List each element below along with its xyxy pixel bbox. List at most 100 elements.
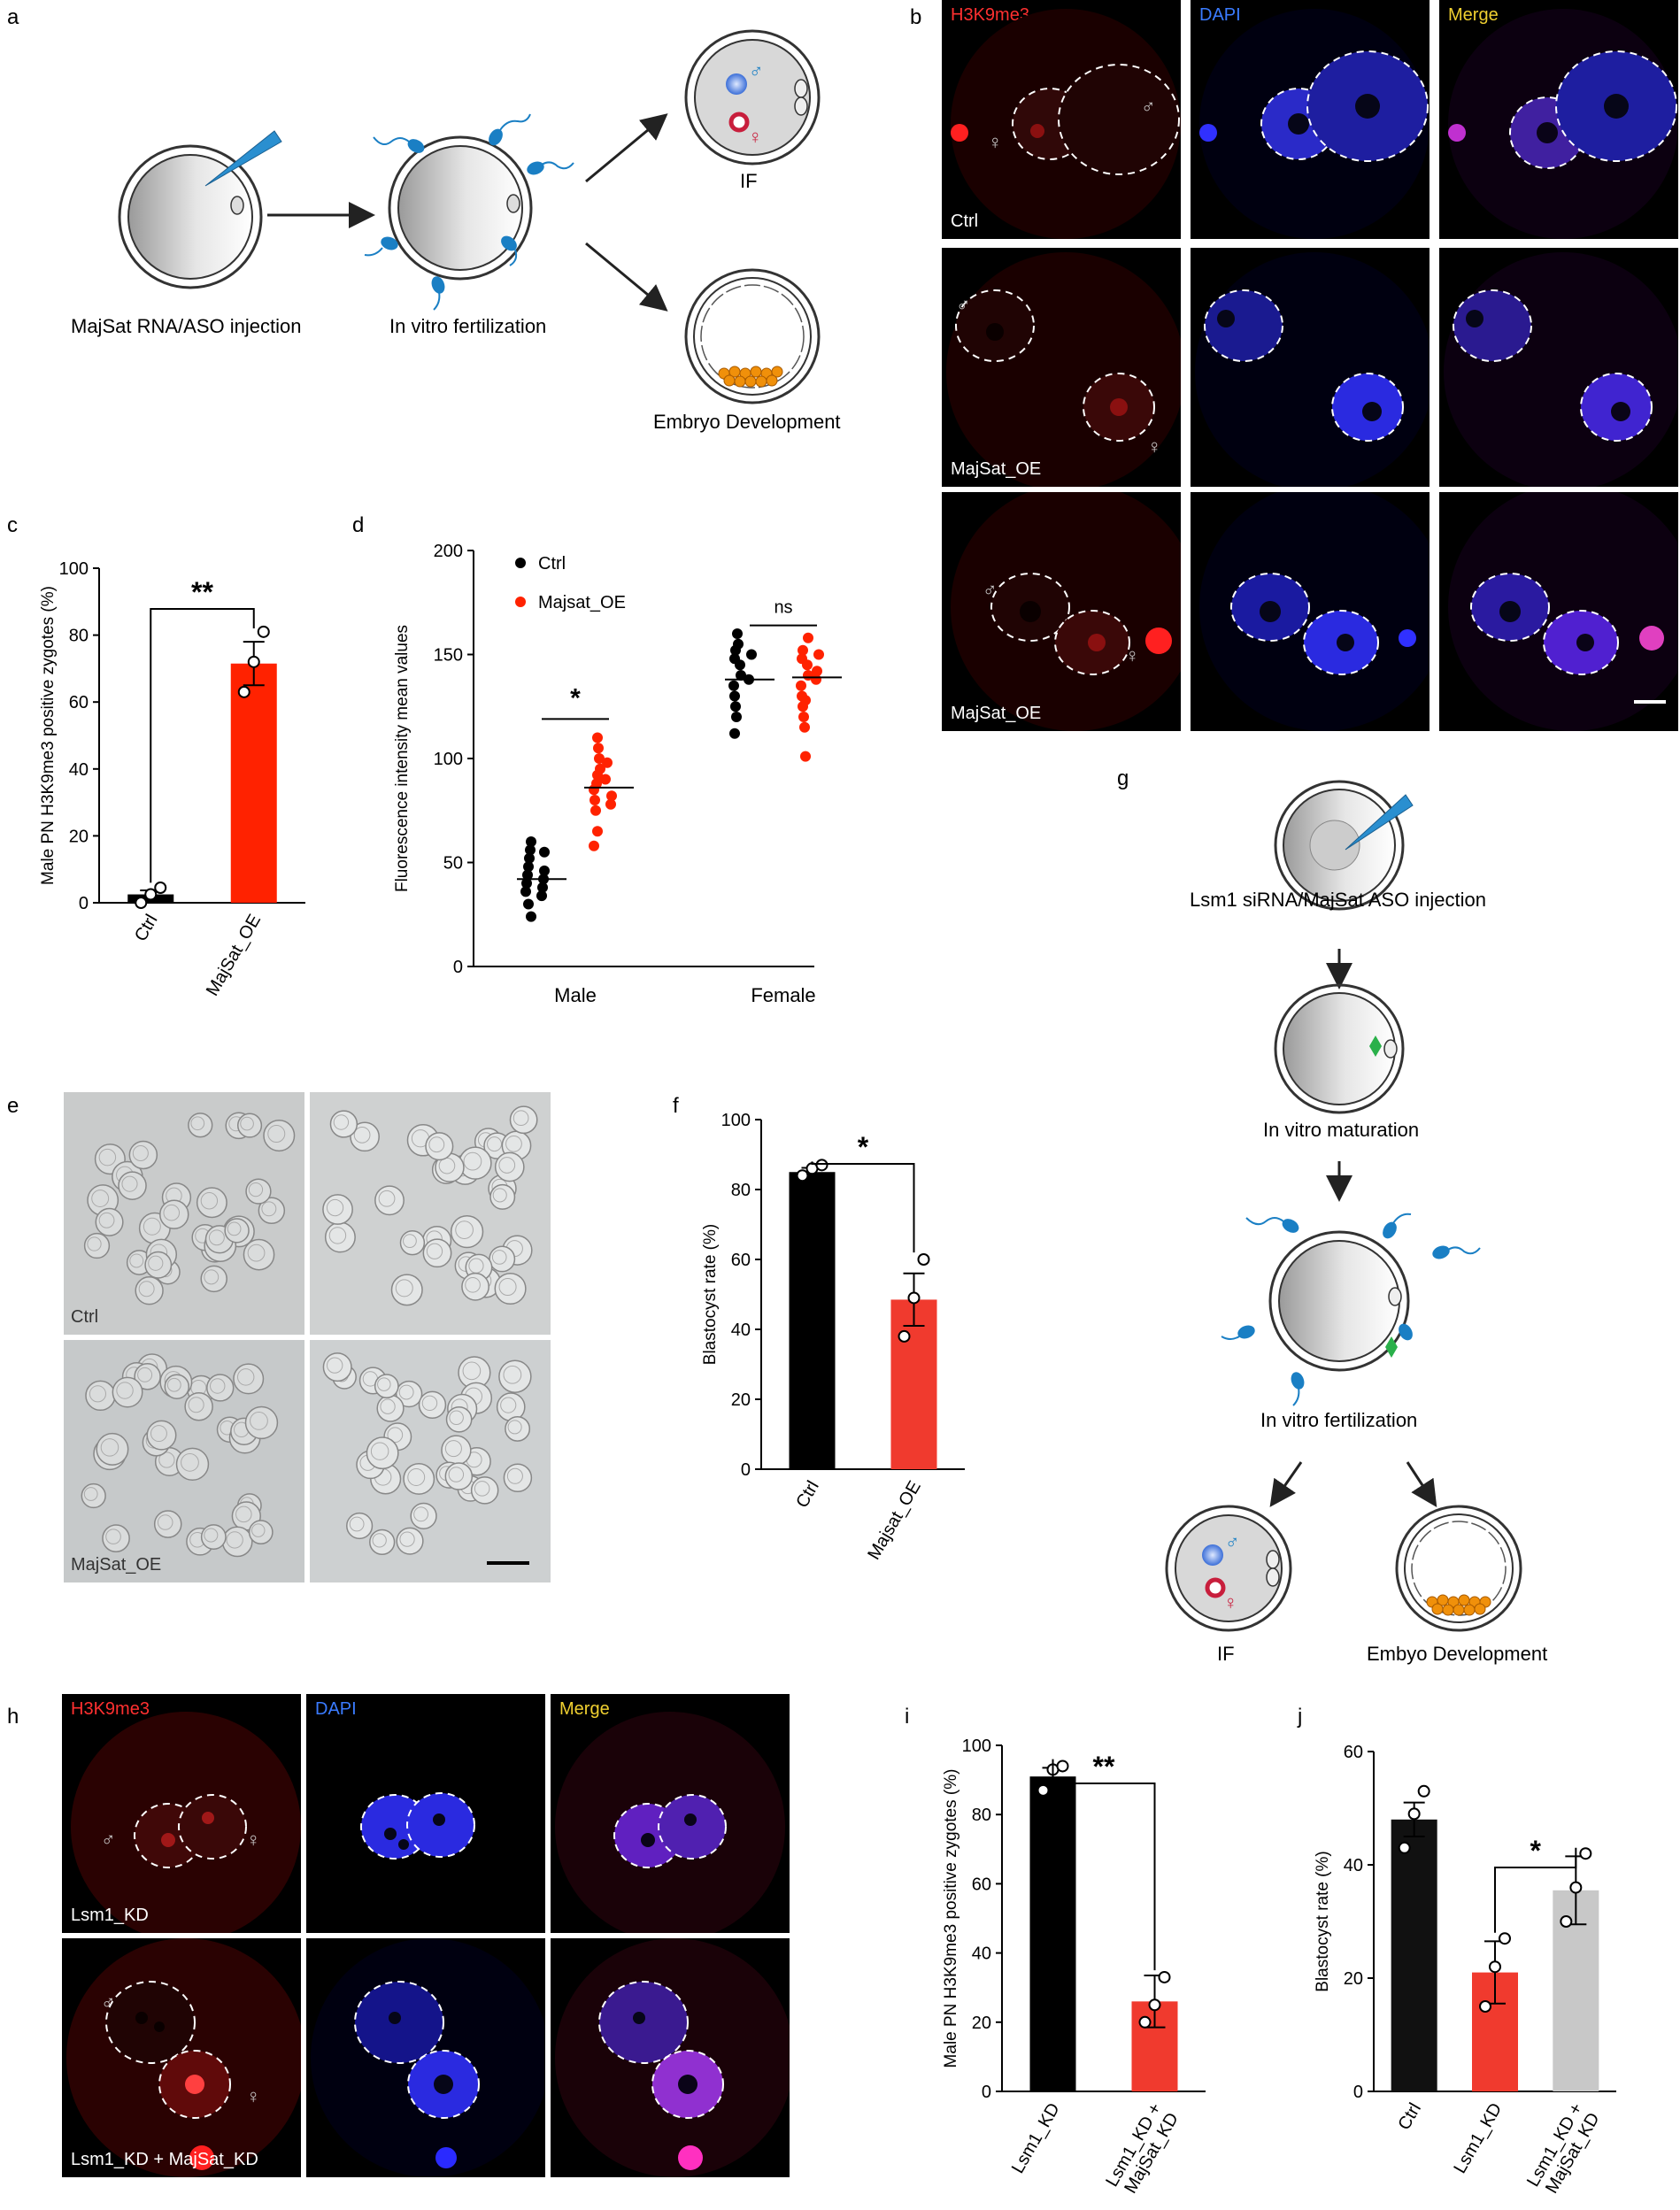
data-point <box>592 769 603 781</box>
data-point <box>589 784 599 796</box>
embryo <box>96 1432 129 1466</box>
h-r1-dapi: DAPI <box>306 1694 545 1933</box>
data-point <box>799 721 810 733</box>
channel-label: H3K9me3 <box>71 1699 150 1719</box>
embryo <box>244 1405 279 1440</box>
embryo-detail <box>498 1277 517 1297</box>
embryo-detail <box>426 1243 443 1259</box>
embryo-detail <box>503 1365 522 1384</box>
bar <box>1029 1776 1076 2091</box>
y-tick-label: 0 <box>79 894 89 913</box>
embryo-detail <box>380 1398 396 1414</box>
y-tick-label: 0 <box>453 958 463 977</box>
panel-label-g: g <box>1117 766 1129 790</box>
data-point <box>537 882 548 893</box>
embryo-detail <box>465 1276 481 1293</box>
embryo-detail <box>132 1144 149 1162</box>
x-tick-label: Ctrl <box>131 912 162 945</box>
embryo <box>425 1132 454 1161</box>
embryo-detail <box>235 1505 252 1523</box>
data-point <box>589 840 599 851</box>
embryo-detail <box>463 1151 482 1171</box>
embryo <box>399 1229 426 1256</box>
data-point <box>800 751 811 762</box>
embryo <box>503 1463 533 1493</box>
embryo-detail <box>98 1148 117 1167</box>
bar <box>230 663 277 903</box>
data-point <box>536 890 547 902</box>
b-r1-dapi: DAPI <box>1191 0 1430 239</box>
panel-label-c: c <box>7 513 18 537</box>
embryo-detail <box>444 1440 462 1458</box>
embryo-detail <box>204 1528 219 1543</box>
embryo <box>263 1120 296 1152</box>
panel-label-b: b <box>910 5 922 29</box>
x-tick-label: Ctrl <box>792 1478 823 1512</box>
b-r2-dapi <box>1191 248 1430 487</box>
x-tick-label: Lsm1_KD +MajSat_KD <box>1102 2100 1183 2200</box>
y-tick-label: 0 <box>741 1460 751 1480</box>
embryo-detail <box>148 1255 164 1271</box>
embryo <box>81 1482 106 1509</box>
embryo-detail <box>166 1377 181 1392</box>
data-point <box>1569 1881 1583 1894</box>
embryo-detail <box>163 1204 181 1221</box>
g-egg-injection-icon <box>1274 780 1414 911</box>
data-point <box>521 878 532 889</box>
legend-marker <box>515 558 526 568</box>
embryo-detail <box>181 1452 199 1472</box>
embryo-detail <box>137 1367 153 1382</box>
embryo <box>245 1178 272 1205</box>
channel-label: DAPI <box>315 1699 357 1719</box>
y-axis-label: Blastocyst rate (%) <box>701 1224 720 1365</box>
significance-bracket <box>1052 1759 1156 1971</box>
embryo-detail <box>143 1217 161 1236</box>
data-point <box>525 844 536 856</box>
data-point <box>796 1169 809 1182</box>
h-r2-h3k9me3: ♂ ♀ Lsm1_KD + MajSat_KD <box>62 1938 301 2177</box>
y-tick-label: 40 <box>69 760 89 780</box>
embryo-detail <box>121 1175 138 1192</box>
y-tick-label: 100 <box>962 1736 991 1756</box>
embryo <box>444 1462 474 1490</box>
chart-d: 0 50 100 150 200 Fluorescence intensity mean … <box>393 542 842 1006</box>
embryo <box>95 1207 124 1236</box>
embryo-detail <box>150 1425 167 1443</box>
svg-text:♂: ♂ <box>1141 96 1156 118</box>
y-tick-label: 40 <box>731 1321 751 1340</box>
condition-label: MajSat_OE <box>951 704 1042 723</box>
data-point <box>815 1159 828 1172</box>
data-point <box>135 897 148 909</box>
x-group-label: Male <box>554 984 597 1006</box>
channel-label: H3K9me3 <box>951 5 1029 25</box>
embryo-detail <box>236 1368 255 1386</box>
data-point <box>523 861 534 873</box>
y-tick-label: 0 <box>1353 2083 1363 2102</box>
embryo <box>489 1245 516 1273</box>
embryo-detail <box>98 1212 115 1228</box>
data-point <box>803 632 813 643</box>
embryo <box>376 1394 405 1422</box>
embryo-detail <box>333 1114 350 1130</box>
e-ctrl-2 <box>310 1092 551 1335</box>
embryo-detail <box>377 1377 391 1391</box>
svg-text:♀: ♀ <box>1223 1591 1238 1613</box>
b-r2-h3k9me3: ♂ ♀ MajSat_OE <box>942 248 1181 487</box>
embryo-detail <box>474 1481 490 1497</box>
y-tick-label: 80 <box>731 1181 751 1200</box>
y-tick-label: 0 <box>982 2083 991 2102</box>
data-point <box>257 625 270 638</box>
embryo <box>346 1512 374 1540</box>
svg-text:♀: ♀ <box>1147 435 1162 458</box>
data-point <box>526 911 536 922</box>
svg-text:♂: ♂ <box>1225 1531 1240 1553</box>
data-point <box>1056 1760 1069 1773</box>
g-step-development: Embyo Development <box>1367 1643 1548 1665</box>
x-tick-label: Lsm1_KD <box>1008 2100 1064 2177</box>
embryo-detail <box>250 1412 268 1430</box>
y-tick-label: 80 <box>972 1806 991 1825</box>
condition-label: Lsm1_KD + MajSat_KD <box>71 2150 258 2169</box>
significance-label: ** <box>1093 1751 1115 1783</box>
embryo <box>196 1187 227 1219</box>
